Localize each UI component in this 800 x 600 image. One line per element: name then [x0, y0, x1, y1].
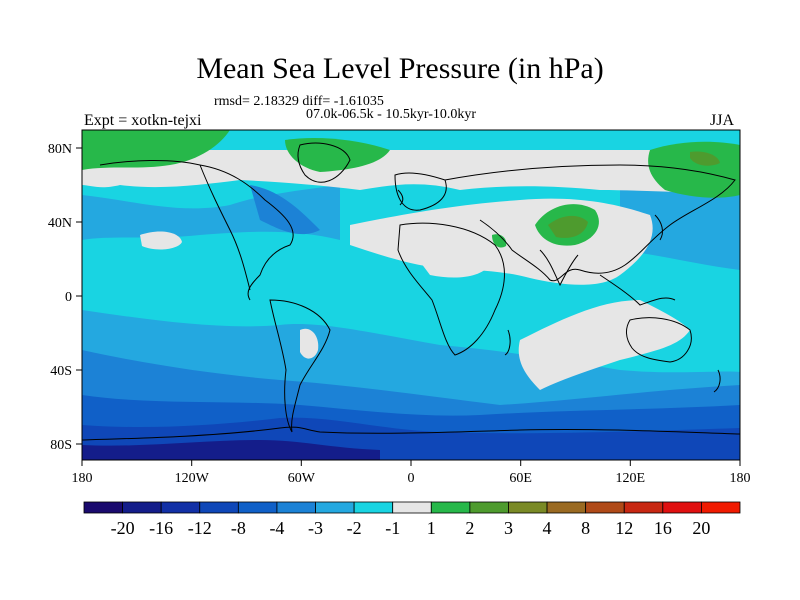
lon-axis-labels: 180 120W 60W 0 60E 120E 180: [72, 471, 751, 486]
coastlines: [82, 142, 740, 441]
coast-japan: [654, 214, 663, 241]
coast-africa: [397, 222, 505, 356]
colorbar-label: 8: [581, 518, 591, 538]
lat-label: 80N: [48, 142, 72, 157]
lat-label: 40S: [50, 364, 72, 379]
colorbar-box: [83, 501, 123, 514]
colorbar-box: [469, 501, 509, 514]
season-label: JJA: [710, 112, 735, 129]
colorbar-label: 12: [615, 518, 634, 538]
field-positive-arctic: [82, 130, 230, 170]
map-title: Mean Sea Level Pressure (in hPa): [196, 52, 604, 85]
lon-label: 120W: [175, 471, 210, 486]
colorbar-box: [392, 501, 432, 514]
lon-label: 120E: [616, 471, 646, 486]
field-neutral-arctic: [82, 150, 740, 193]
experiment-label: Expt = xotkn-tejxi: [84, 112, 202, 129]
coast-north-america: [99, 159, 294, 301]
colorbar-box: [585, 501, 625, 514]
lon-label: 60E: [509, 471, 532, 486]
tick-marks: [76, 147, 741, 466]
field-neutral-pacific-patch: [140, 231, 182, 250]
coast-north-america-west: [199, 164, 251, 291]
field-neutral-sahara: [415, 253, 490, 278]
colorbar-box: [662, 501, 702, 514]
colorbar-box: [237, 501, 278, 514]
lon-label: 60W: [288, 471, 316, 486]
coast-australia: [626, 317, 692, 363]
colorbar-label: 3: [503, 518, 513, 538]
colorbar: [83, 501, 741, 514]
period-text: 07.0k-06.5k - 10.5kyr-10.0kyr: [306, 107, 477, 122]
lat-label: 80S: [50, 438, 72, 453]
colorbar-label: 2: [465, 518, 475, 538]
lon-label: 180: [72, 471, 93, 486]
colorbar-box: [430, 501, 471, 514]
colorbar-box: [160, 501, 201, 514]
field-neutral-indian-ocean: [518, 300, 690, 390]
coast-se-asia: [599, 274, 676, 306]
lon-label: 0: [408, 471, 415, 486]
colorbar-label: -12: [187, 518, 212, 538]
lat-label: 40N: [48, 216, 72, 231]
colorbar-box: [353, 501, 394, 514]
pressure-field: [82, 130, 740, 460]
colorbar-box: [199, 501, 239, 514]
colorbar-label: 20: [692, 518, 711, 538]
field-positive-greenland: [285, 138, 390, 172]
field-neutral-south-america: [300, 328, 319, 359]
coast-madagascar: [504, 329, 511, 356]
colorbar-box: [508, 501, 548, 514]
colorbar-box: [701, 501, 741, 514]
colorbar-label: 4: [542, 518, 552, 538]
colorbar-label: -3: [308, 518, 324, 538]
colorbar-label: -4: [269, 518, 285, 538]
coast-new-zealand: [713, 369, 721, 393]
colorbar-box: [122, 501, 162, 514]
coast-greenland: [297, 142, 351, 183]
coast-uk: [397, 189, 404, 206]
colorbar-label: 16: [653, 518, 672, 538]
lat-axis-labels: 80N 40N 0 40S 80S: [48, 142, 72, 453]
colorbar-label: -20: [110, 518, 135, 538]
field-positive-arabia: [492, 234, 507, 248]
colorbar-box: [546, 501, 587, 514]
field-positive-tibet-core: [548, 215, 588, 238]
colorbar-box: [315, 501, 355, 514]
coast-asia: [444, 164, 736, 282]
coast-india: [539, 249, 579, 287]
field-positive-siberia-core: [690, 151, 720, 166]
field-band-antarctic-core: [82, 440, 380, 460]
colorbar-label: -8: [230, 518, 246, 538]
coast-antarctica: [82, 426, 740, 441]
lon-label: 180: [730, 471, 751, 486]
stats-text: rmsd= 2.18329 diff= -1.61035: [214, 94, 384, 109]
lat-label: 0: [65, 290, 72, 305]
colorbar-box: [276, 501, 316, 514]
colorbar-label: -1: [385, 518, 401, 538]
colorbar-label: -16: [149, 518, 174, 538]
colorbar-label: 1: [426, 518, 436, 538]
coast-south-america: [269, 299, 331, 433]
field-positive-siberia: [648, 141, 740, 198]
field-band-west-pacific: [620, 180, 740, 270]
colorbar-label: -2: [346, 518, 362, 538]
colorbar-box: [623, 501, 664, 514]
field-band-atlantic-north: [250, 185, 320, 235]
